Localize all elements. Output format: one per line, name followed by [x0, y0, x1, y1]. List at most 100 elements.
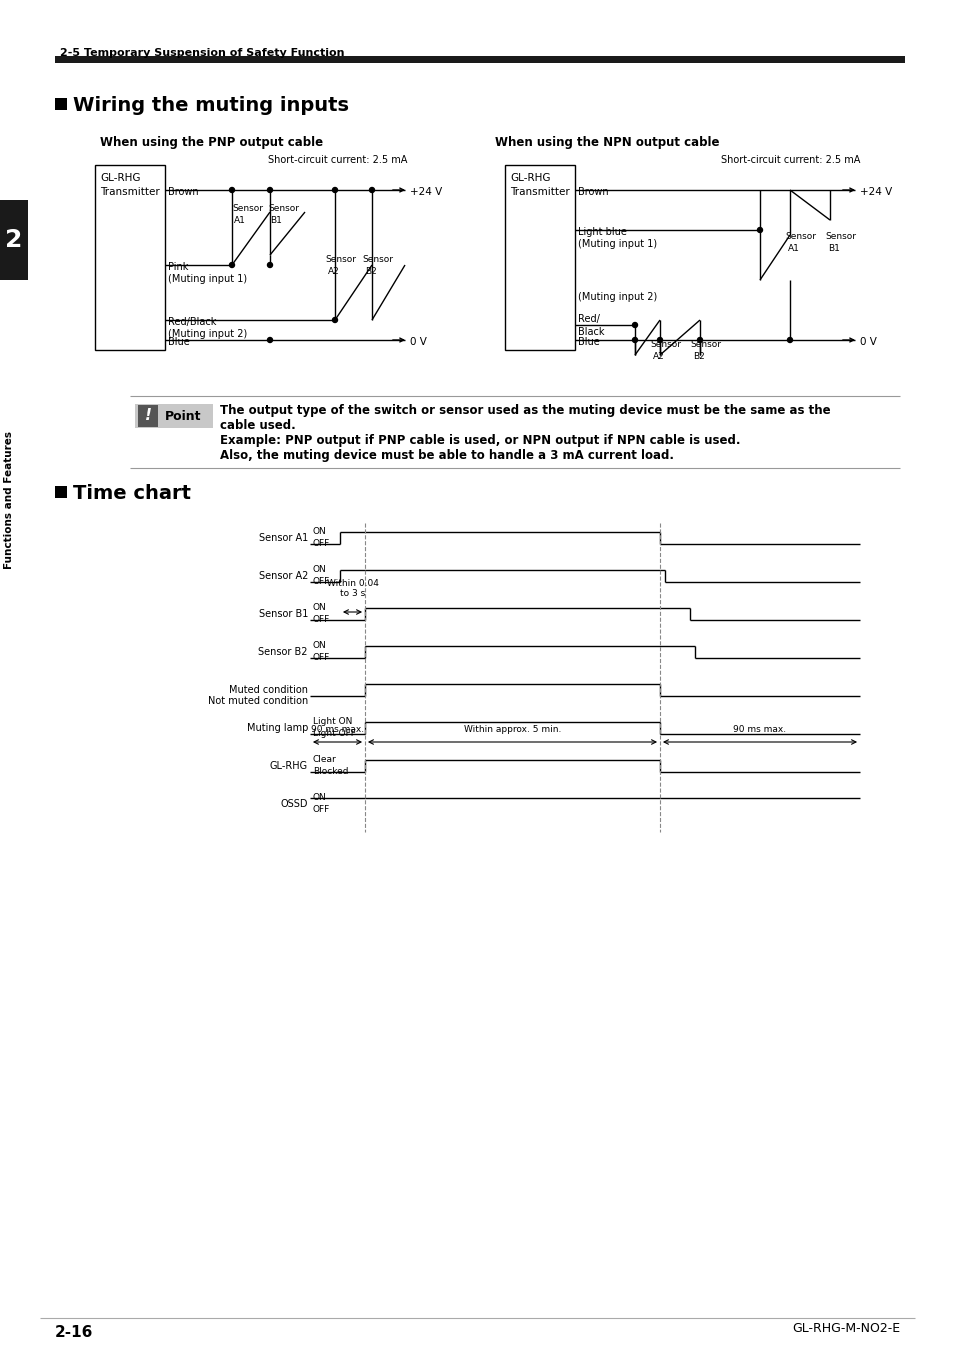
Text: (Muting input 2): (Muting input 2) — [578, 292, 657, 303]
Text: Point: Point — [165, 409, 201, 423]
Text: Sensor: Sensor — [649, 340, 680, 349]
Text: Functions and Features: Functions and Features — [4, 431, 14, 569]
Text: Sensor: Sensor — [232, 204, 263, 213]
Text: (Muting input 1): (Muting input 1) — [578, 239, 657, 249]
Text: Also, the muting device must be able to handle a 3 mA current load.: Also, the muting device must be able to … — [220, 449, 673, 462]
Text: Sensor A2: Sensor A2 — [258, 571, 308, 581]
Text: ON: ON — [313, 527, 327, 536]
Text: A2: A2 — [328, 267, 339, 276]
Text: When using the PNP output cable: When using the PNP output cable — [100, 136, 323, 149]
Text: B2: B2 — [365, 267, 376, 276]
Text: 2-5 Temporary Suspension of Safety Function: 2-5 Temporary Suspension of Safety Funct… — [60, 49, 344, 58]
Text: B2: B2 — [692, 353, 704, 361]
Text: Red/: Red/ — [578, 313, 599, 324]
Text: B1: B1 — [827, 245, 839, 253]
Circle shape — [632, 323, 637, 327]
Text: Pink: Pink — [168, 262, 188, 272]
Text: 0 V: 0 V — [410, 336, 426, 347]
Circle shape — [697, 338, 701, 343]
Text: Muted condition: Muted condition — [229, 685, 308, 694]
Circle shape — [230, 188, 234, 192]
Circle shape — [230, 262, 234, 267]
Circle shape — [267, 188, 273, 192]
Text: B1: B1 — [270, 216, 281, 226]
Text: Blocked: Blocked — [313, 767, 348, 777]
Circle shape — [267, 262, 273, 267]
Text: A1: A1 — [233, 216, 246, 226]
Text: Time chart: Time chart — [73, 484, 191, 503]
Text: ON: ON — [313, 642, 327, 650]
Circle shape — [333, 317, 337, 323]
Text: 90 ms max.: 90 ms max. — [733, 725, 785, 734]
Text: OFF: OFF — [313, 577, 330, 586]
Text: ON: ON — [313, 566, 327, 574]
Text: Within 0.04
to 3 s: Within 0.04 to 3 s — [326, 578, 378, 598]
Text: (Muting input 1): (Muting input 1) — [168, 274, 247, 284]
Text: OFF: OFF — [313, 805, 330, 815]
Text: Short-circuit current: 2.5 mA: Short-circuit current: 2.5 mA — [720, 155, 859, 165]
Text: ON: ON — [313, 604, 327, 612]
Text: Wiring the muting inputs: Wiring the muting inputs — [73, 96, 349, 115]
Text: Muting lamp: Muting lamp — [247, 723, 308, 734]
Text: GL-RHG: GL-RHG — [270, 761, 308, 771]
Text: Light ON: Light ON — [313, 717, 352, 727]
Text: 0 V: 0 V — [859, 336, 876, 347]
Bar — [135, 404, 213, 428]
Bar — [55, 99, 67, 109]
Bar — [55, 486, 67, 499]
Text: GL-RHG-M-NO2-E: GL-RHG-M-NO2-E — [791, 1321, 899, 1335]
Text: Transmitter: Transmitter — [100, 186, 159, 197]
Text: (Muting input 2): (Muting input 2) — [168, 330, 247, 339]
Bar — [0, 200, 28, 280]
Bar — [55, 55, 904, 63]
Text: Sensor: Sensor — [361, 255, 393, 263]
Text: Blue: Blue — [168, 336, 190, 347]
Circle shape — [333, 188, 337, 192]
Text: Sensor: Sensor — [268, 204, 298, 213]
Text: The output type of the switch or sensor used as the muting device must be the sa: The output type of the switch or sensor … — [220, 404, 830, 417]
Text: GL-RHG: GL-RHG — [100, 173, 140, 182]
Text: Within approx. 5 min.: Within approx. 5 min. — [463, 725, 560, 734]
Text: Sensor: Sensor — [325, 255, 355, 263]
Bar — [504, 165, 575, 350]
Circle shape — [757, 227, 761, 232]
Text: OFF: OFF — [313, 654, 330, 662]
Circle shape — [786, 338, 792, 343]
Text: !: ! — [144, 408, 152, 423]
Text: A1: A1 — [787, 245, 799, 253]
Text: Brown: Brown — [168, 186, 198, 197]
Text: Transmitter: Transmitter — [510, 186, 569, 197]
Text: Black: Black — [578, 327, 604, 336]
Text: OSSD: OSSD — [280, 798, 308, 809]
Text: cable used.: cable used. — [220, 419, 295, 432]
Text: Blue: Blue — [578, 336, 599, 347]
Text: Not muted condition: Not muted condition — [208, 696, 308, 707]
Text: Sensor: Sensor — [689, 340, 720, 349]
Circle shape — [632, 338, 637, 343]
Text: Brown: Brown — [578, 186, 608, 197]
Text: A2: A2 — [652, 353, 664, 361]
Text: Sensor: Sensor — [784, 232, 815, 240]
Text: Sensor A1: Sensor A1 — [258, 534, 308, 543]
Text: Light blue: Light blue — [578, 227, 626, 236]
Text: Red/Black: Red/Black — [168, 317, 216, 327]
Text: Short-circuit current: 2.5 mA: Short-circuit current: 2.5 mA — [268, 155, 407, 165]
Bar — [95, 165, 165, 350]
Text: Clear: Clear — [313, 755, 336, 765]
Text: ON: ON — [313, 793, 327, 802]
Text: OFF: OFF — [313, 539, 330, 549]
Circle shape — [267, 338, 273, 343]
Text: Sensor B1: Sensor B1 — [258, 609, 308, 619]
Text: OFF: OFF — [313, 616, 330, 624]
Text: +24 V: +24 V — [859, 186, 891, 197]
Text: Example: PNP output if PNP cable is used, or NPN output if NPN cable is used.: Example: PNP output if PNP cable is used… — [220, 434, 740, 447]
Bar — [138, 405, 158, 427]
Text: Light OFF: Light OFF — [313, 730, 355, 739]
Circle shape — [657, 338, 661, 343]
Text: 2-16: 2-16 — [55, 1325, 93, 1340]
Text: 90 ms max.: 90 ms max. — [311, 725, 364, 734]
Text: When using the NPN output cable: When using the NPN output cable — [495, 136, 719, 149]
Text: 2: 2 — [6, 228, 23, 253]
Text: +24 V: +24 V — [410, 186, 442, 197]
Text: Sensor: Sensor — [824, 232, 855, 240]
